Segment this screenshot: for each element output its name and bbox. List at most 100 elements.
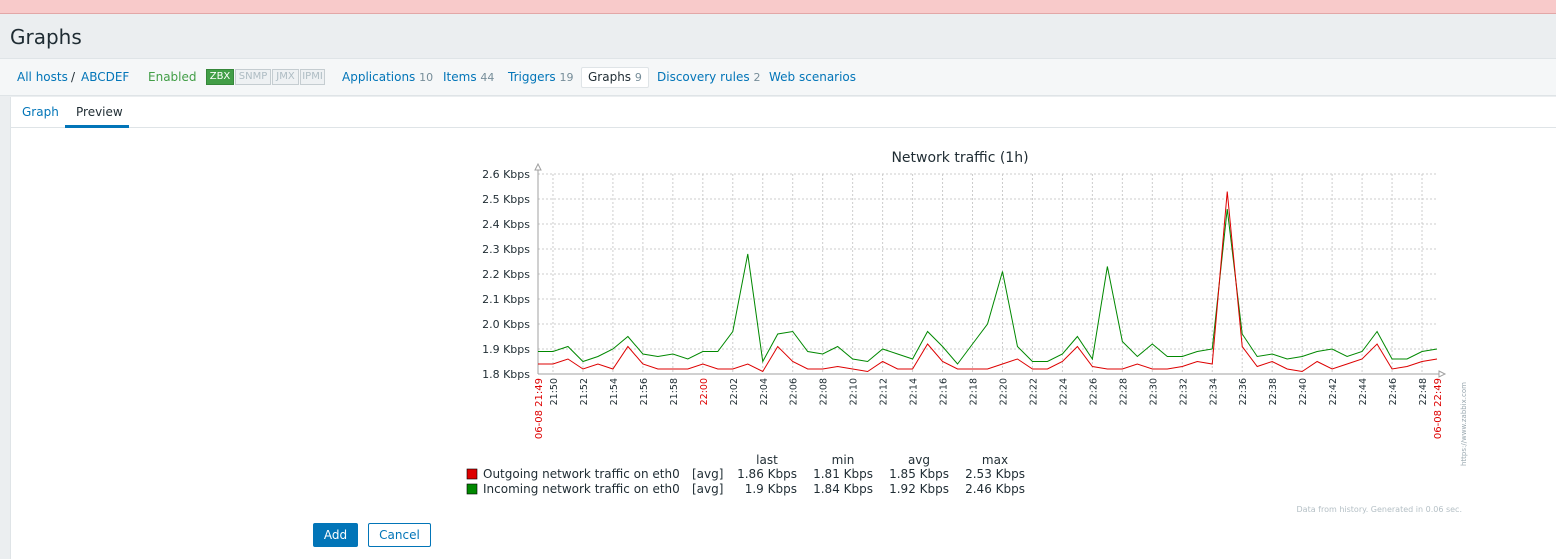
nav-graphs-current[interactable]: Graphs 9 bbox=[581, 67, 649, 88]
chart-series-lines bbox=[538, 191, 1438, 373]
legend-value-min: 1.84 Kbps bbox=[813, 482, 873, 496]
x-tick-label: 22:26 bbox=[1088, 378, 1099, 405]
active-tab-indicator bbox=[65, 125, 129, 128]
legend-header-avg: avg bbox=[908, 453, 930, 467]
y-tick-label: 2.4 Kbps bbox=[482, 218, 530, 231]
chart-footer: Data from history. Generated in 0.06 sec… bbox=[1297, 505, 1462, 514]
legend-series-name: Incoming network traffic on eth0 bbox=[483, 482, 680, 496]
ipmi-interface-badge: IPMI bbox=[300, 69, 325, 85]
nav-graphs-count: 9 bbox=[634, 71, 642, 84]
x-tick-label: 22:18 bbox=[969, 378, 980, 405]
legend-value-avg: 1.85 Kbps bbox=[889, 467, 949, 481]
legend-series-function: [avg] bbox=[692, 467, 723, 481]
y-axis-arrow bbox=[534, 162, 542, 171]
x-tick-label: 22:10 bbox=[849, 378, 860, 405]
x-tick-label: 22:04 bbox=[759, 378, 770, 405]
alert-bar bbox=[0, 0, 1556, 14]
cancel-button[interactable]: Cancel bbox=[368, 523, 431, 547]
snmp-interface-badge: SNMP bbox=[235, 69, 271, 85]
x-tick-label: 22:44 bbox=[1358, 378, 1369, 405]
nav-web-scenarios[interactable]: Web scenarios bbox=[769, 70, 857, 84]
legend-value-max: 2.46 Kbps bbox=[965, 482, 1025, 496]
tab-preview[interactable]: Preview bbox=[76, 105, 123, 119]
chart-title: Network traffic (1h) bbox=[891, 150, 1028, 166]
jmx-interface-badge: JMX bbox=[272, 69, 299, 85]
x-tick-label: 22:20 bbox=[998, 378, 1009, 405]
zbx-interface-badge: ZBX bbox=[206, 69, 234, 85]
x-tick-label: 21:54 bbox=[609, 378, 620, 405]
chart-x-axis: 21:50 21:52 21:54 21:56 21:58 22:00 22:02 22:04… bbox=[534, 370, 1447, 439]
legend-value-last: 1.86 Kbps bbox=[737, 467, 797, 481]
x-tick-label: 22:02 bbox=[729, 378, 740, 405]
x-end-label: 06-08 22:49 bbox=[1433, 378, 1444, 439]
nav-triggers-count: 19 bbox=[559, 71, 574, 84]
y-tick-label: 1.9 Kbps bbox=[482, 343, 530, 356]
breadcrumb-all-hosts[interactable]: All hosts bbox=[17, 70, 68, 84]
y-tick-label: 2.2 Kbps bbox=[482, 268, 530, 281]
x-tick-label: 21:50 bbox=[549, 378, 560, 405]
legend-header-last: last bbox=[756, 453, 778, 467]
page-title: Graphs bbox=[10, 25, 82, 49]
x-tick-label: 22:08 bbox=[819, 378, 830, 405]
x-tick-label: 22:38 bbox=[1268, 378, 1279, 405]
x-tick-label: 22:24 bbox=[1058, 378, 1069, 405]
incoming-series-line bbox=[538, 208, 1438, 365]
x-start-label: 06-08 21:49 bbox=[534, 378, 545, 439]
x-tick-label: 22:46 bbox=[1388, 378, 1399, 405]
legend-swatch bbox=[466, 483, 478, 495]
chart-y-axis: 1.8 Kbps 1.9 Kbps 2.0 Kbps 2.1 Kbps 2.2 Kbps… bbox=[482, 162, 542, 381]
x-tick-label: 22:36 bbox=[1238, 378, 1249, 405]
legend-series-name: Outgoing network traffic on eth0 bbox=[483, 467, 680, 481]
legend-swatch bbox=[466, 468, 478, 480]
legend-value-min: 1.81 Kbps bbox=[813, 467, 873, 481]
form-tabs: Graph Preview bbox=[11, 97, 1556, 128]
x-tick-label: 22:22 bbox=[1028, 378, 1039, 405]
chart-legend: last min avg max Outgoing network traffic on… bbox=[466, 453, 1025, 496]
x-axis-arrow bbox=[1438, 370, 1447, 378]
legend-series-function: [avg] bbox=[692, 482, 723, 496]
legend-header-max: max bbox=[982, 453, 1008, 467]
add-button[interactable]: Add bbox=[313, 523, 358, 547]
outgoing-series-line bbox=[538, 191, 1438, 373]
nav-triggers[interactable]: Triggers 19 bbox=[508, 70, 573, 84]
host-navigation: All hosts / ABCDEF Enabled ZBX SNMP JMX … bbox=[0, 58, 1556, 96]
breadcrumb-separator: / bbox=[71, 70, 76, 84]
x-tick-label: 22:42 bbox=[1328, 378, 1339, 405]
x-tick-label: 22:32 bbox=[1178, 378, 1189, 405]
x-tick-label: 22:00 bbox=[699, 378, 710, 405]
legend-value-last: 1.9 Kbps bbox=[745, 482, 797, 496]
nav-discovery-rules[interactable]: Discovery rules 2 bbox=[657, 70, 760, 84]
legend-value-avg: 1.92 Kbps bbox=[889, 482, 949, 496]
x-tick-label: 22:34 bbox=[1208, 378, 1219, 405]
breadcrumb-host[interactable]: ABCDEF bbox=[81, 70, 130, 84]
x-tick-label: 21:52 bbox=[579, 378, 590, 405]
x-tick-label: 22:40 bbox=[1298, 378, 1309, 405]
x-tick-label: 21:56 bbox=[639, 378, 650, 405]
y-tick-label: 1.8 Kbps bbox=[482, 368, 530, 381]
x-tick-label: 22:30 bbox=[1148, 378, 1159, 405]
x-tick-label: 22:28 bbox=[1118, 378, 1129, 405]
host-status[interactable]: Enabled bbox=[148, 70, 197, 84]
y-tick-label: 2.0 Kbps bbox=[482, 318, 530, 331]
x-tick-label: 22:14 bbox=[909, 378, 920, 405]
y-tick-label: 2.3 Kbps bbox=[482, 243, 530, 256]
nav-discovery-rules-label[interactable]: Discovery rules bbox=[657, 70, 750, 84]
nav-items[interactable]: Items 44 bbox=[443, 70, 494, 84]
nav-triggers-label[interactable]: Triggers bbox=[508, 70, 556, 84]
nav-applications[interactable]: Applications 10 bbox=[342, 70, 433, 84]
chart-watermark: https://www.zabbix.com bbox=[1460, 382, 1468, 466]
y-tick-label: 2.6 Kbps bbox=[482, 168, 530, 181]
nav-items-label[interactable]: Items bbox=[443, 70, 477, 84]
x-tick-label: 21:58 bbox=[669, 378, 680, 405]
nav-items-count: 44 bbox=[480, 71, 495, 84]
tab-graph[interactable]: Graph bbox=[22, 105, 59, 119]
nav-applications-count: 10 bbox=[419, 71, 434, 84]
y-tick-label: 2.1 Kbps bbox=[482, 293, 530, 306]
chart-grid bbox=[538, 173, 1437, 374]
nav-discovery-rules-count: 2 bbox=[753, 71, 761, 84]
nav-graphs-label: Graphs bbox=[588, 70, 632, 84]
x-tick-label: 22:16 bbox=[939, 378, 950, 405]
y-tick-label: 2.5 Kbps bbox=[482, 193, 530, 206]
nav-applications-label[interactable]: Applications bbox=[342, 70, 416, 84]
